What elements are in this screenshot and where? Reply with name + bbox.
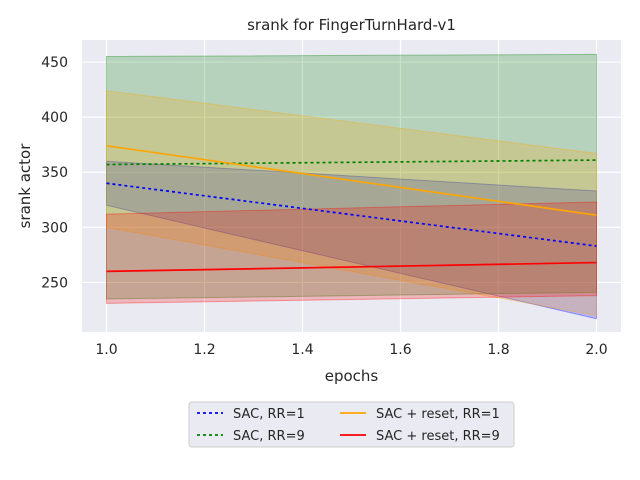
line-sac-reset-rr-9 [106,261,597,273]
x-axis-ticks: 1.0 1.2 1.4 1.6 1.8 2.0 [95,342,607,358]
band-sac-rr-1 [106,160,597,320]
line-sac-rr-1 [106,182,597,247]
legend-label-sac-reset-rr-9: SAC + reset, RR=9 [376,429,500,444]
legend-label-sac-rr-1: SAC, RR=1 [233,407,305,422]
x-tick-label: 1.0 [95,342,117,358]
legend-label-sac-rr-9: SAC, RR=9 [233,429,305,444]
y-tick-label: 450 [41,55,68,71]
band-sac-rr-9 [106,53,597,300]
legend-label-sac-reset-rr-1: SAC + reset, RR=1 [376,407,500,422]
grid [82,40,621,332]
line-sac-reset-rr-1 [106,144,597,217]
line-sac-rr-9 [106,159,597,166]
x-tick-label: 1.4 [291,342,313,358]
y-axis-ticks: 250 300 350 400 450 [41,55,68,291]
x-tick-label: 1.2 [193,342,215,358]
band-sac-reset-rr-9 [106,201,597,304]
x-tick-label: 1.8 [487,342,509,358]
legend-frame [188,401,515,448]
series-lines [106,144,597,273]
y-tick-label: 250 [41,275,68,291]
x-tick-label: 1.6 [389,342,411,358]
plot-background [82,40,621,332]
x-tick-label: 2.0 [585,342,607,358]
legend: SAC, RR=1 SAC, RR=9 SAC + reset, RR=1 SAC +… [188,401,515,448]
chart-title: srank for FingerTurnHard-v1 [247,16,456,34]
y-tick-label: 350 [41,165,68,181]
y-tick-label: 400 [41,110,68,126]
y-tick-label: 300 [41,220,68,236]
band-sac-reset-rr-1 [106,90,597,317]
confidence-bands [106,53,597,320]
x-axis-label: epochs [325,367,379,385]
y-axis-label: srank actor [16,143,34,229]
